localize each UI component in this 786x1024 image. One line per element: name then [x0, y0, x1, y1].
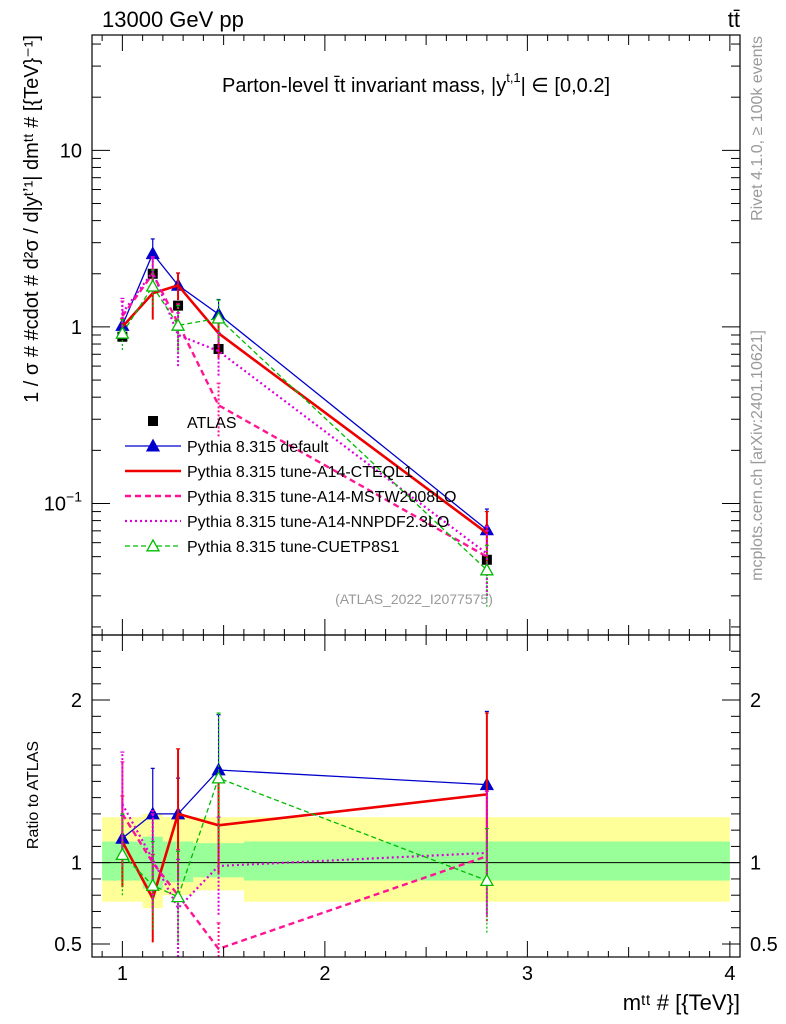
ratio-data-layer	[115, 710, 494, 957]
x-tick-label-0: 1	[117, 963, 128, 985]
ratio-marker-4-0	[115, 847, 130, 860]
legend-marker-4	[145, 538, 161, 552]
ratio-marker-4-2	[170, 889, 186, 903]
ratio-line-4	[121, 777, 488, 898]
ratio-line-2	[121, 813, 488, 951]
legend-label-atlas: ATLAS	[187, 415, 237, 432]
ratio-tick-label-left-1: 1	[71, 853, 82, 875]
ratio-marker-4-1	[145, 878, 160, 891]
legend-marker-0	[145, 438, 161, 452]
ratio-frame	[91, 634, 741, 958]
y-tick-label-0: 10−1	[44, 488, 82, 515]
chart-title-sup: t,1	[506, 70, 520, 85]
mcplots-label: mcplots.cern.ch [arXiv:2401.10621]	[749, 330, 766, 581]
y-tick-label-base-0: 10	[44, 493, 66, 515]
legend-label-0: Pythia 8.315 default	[187, 439, 329, 456]
main-line-3	[121, 269, 488, 555]
rivet-label: Rivet 4.1.0, ≥ 100k events	[749, 36, 766, 221]
y-axis-label: 1 / σ # #cdot # d²σ / d|yᵗʼ¹| dmᵗᵗ # [{T…	[21, 35, 43, 403]
ratio-tick-label-right-0: 0.5	[750, 934, 778, 956]
ratio-series-4	[115, 712, 494, 943]
x-tick-label-3: 4	[724, 963, 735, 985]
main-line-4	[121, 285, 488, 571]
ratio-marker-4-4	[479, 873, 494, 887]
y-tick-label-base-1: 1	[71, 317, 82, 339]
legend: ATLAS Pythia 8.315 default Pythia 8.315 tu…	[125, 415, 456, 556]
main-line-2	[121, 271, 488, 558]
legend-label-1: Pythia 8.315 tune-A14-CTEQL1	[187, 464, 413, 481]
main-series-4	[115, 269, 494, 607]
analysis-tag: (ATLAS_2022_I2077575)	[335, 591, 493, 607]
ratio-tick-label-right-1: 1	[750, 853, 761, 875]
x-tick-label-1: 2	[319, 963, 330, 985]
ratio-bands	[92, 813, 740, 909]
x-ticks: 1 2 3 4	[117, 963, 736, 985]
ratio-axis-label: Ratio to ATLAS	[25, 741, 42, 849]
ratio-ticks: 0.5 0.5 1 1 2 2	[54, 635, 778, 957]
ratio-tick-label-left-2: 2	[71, 690, 82, 712]
y-tick-label-sup-0: −1	[66, 488, 82, 504]
ratio-marker-4-3	[211, 770, 226, 784]
main-marker-4-3	[211, 310, 226, 324]
chart-title-text: Parton-level t̄t invariant mass, |y	[222, 75, 506, 97]
chart-title-tail: | ∈ [0,0.2]	[521, 75, 610, 97]
chart-title: Parton-level t̄t invariant mass, |yt,1| …	[222, 70, 610, 97]
main-marker-4-1	[145, 278, 160, 292]
main-marker-4-0	[115, 325, 130, 339]
ratio-tick-label-right-2: 2	[750, 690, 761, 712]
legend-marker-atlas	[148, 416, 158, 426]
header-left: 13000 GeV pp	[102, 7, 244, 32]
y-tick-label-2: 10	[60, 140, 82, 162]
header-right: tt̄	[728, 7, 740, 32]
legend-label-3: Pythia 8.315 tune-A14-NNPDF2.3LO	[187, 514, 449, 531]
ratio-panel: 0.5 0.5 1 1 2 2 Ratio to ATLAS	[25, 634, 778, 958]
legend-label-4: Pythia 8.315 tune-CUETP8S1	[187, 539, 400, 556]
main-marker-4-4	[479, 562, 494, 576]
y-tick-label-base-2: 10	[60, 140, 82, 162]
x-tick-label-2: 3	[522, 963, 533, 985]
x-axis-label: mᵗᵗ # [{TeV}]	[623, 990, 740, 1015]
legend-label-2: Pythia 8.315 tune-A14-MSTW2008LO	[187, 489, 456, 506]
main-marker-4-2	[170, 318, 186, 331]
ratio-tick-label-left-0: 0.5	[54, 934, 82, 956]
ratio-line-3	[121, 803, 487, 911]
y-tick-label-1: 1	[71, 317, 82, 339]
main-data-layer	[115, 238, 494, 607]
